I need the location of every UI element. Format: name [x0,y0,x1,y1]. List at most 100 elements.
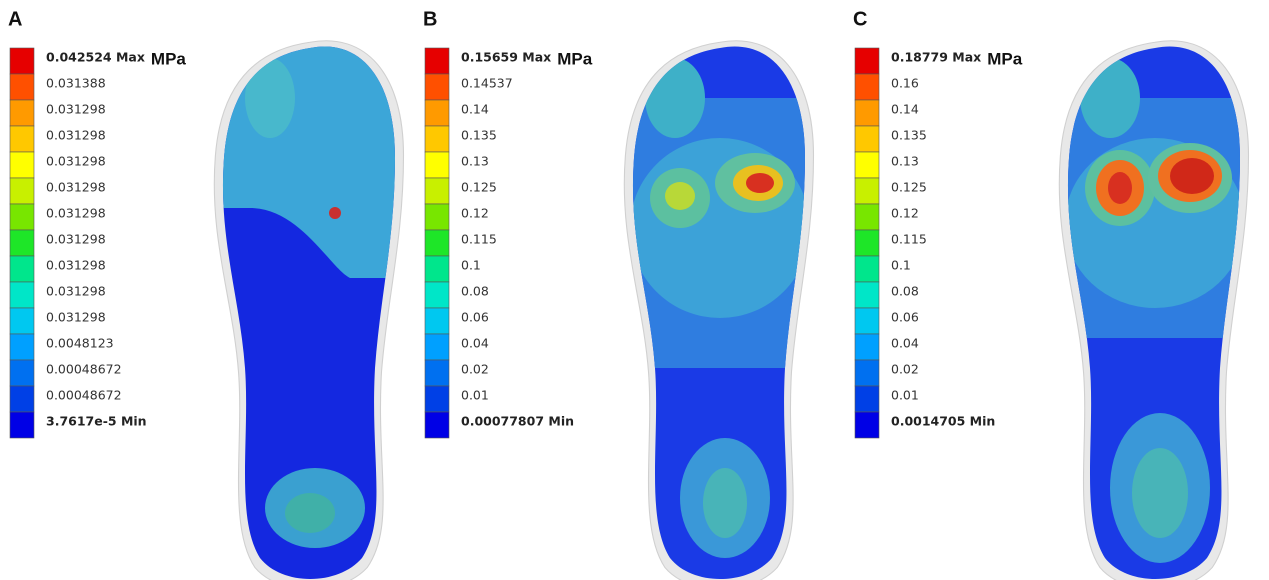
legend-label: 0.135 [461,128,497,143]
legend-swatch [855,100,879,126]
legend-swatch [425,100,449,126]
legend-label: 0.18779 Max [891,50,981,65]
legend-label: 0.02 [461,362,489,377]
legend-swatch [10,126,34,152]
legend-swatch [425,412,449,438]
legend-swatch [425,282,449,308]
figure: A 0.042524 Max 0.031388 0.031298 0.031298 0.0… [0,0,1269,580]
legend-swatch [10,386,34,412]
legend-swatch [855,48,879,74]
legend-swatch [425,360,449,386]
legend-label: 0.031298 [46,180,106,195]
unit-label: MPa [557,49,593,68]
legend-label: 0.08 [461,284,489,299]
legend-label: 0.06 [891,310,919,325]
legend-label: 0.042524 Max [46,50,145,65]
legend-label: 0.14537 [461,76,513,91]
legend-label: 0.04 [891,336,919,351]
legend-swatch [855,334,879,360]
legend-swatch [425,256,449,282]
legend-label: 0.0014705 Min [891,414,995,429]
legends: A 0.042524 Max 0.031388 0.031298 0.031298 0.0… [8,8,1023,438]
legend-label: 0.13 [891,154,919,169]
legend-label: 0.12 [461,206,489,221]
legend-label: 0.1 [891,258,911,273]
legend-swatch [855,204,879,230]
legend-label: 0.031298 [46,284,106,299]
foot-model-c [1055,41,1255,580]
legend-swatch [855,230,879,256]
legend-label: 0.00048672 [46,388,122,403]
legend-swatch [10,230,34,256]
legend-swatch [10,308,34,334]
legend-swatch [10,204,34,230]
legend-label: 0.115 [891,232,927,247]
legend-swatch [10,178,34,204]
legend-swatch [855,412,879,438]
legend-swatch [10,48,34,74]
legend-label: 0.115 [461,232,497,247]
legend-swatch [10,256,34,282]
legend-label: 0.0048123 [46,336,114,351]
unit-label: MPa [151,49,187,68]
legend-label: 0.031388 [46,76,106,91]
legend-swatch [855,282,879,308]
legend-swatch [10,100,34,126]
legend-label: 0.031298 [46,102,106,117]
legend-swatch [10,360,34,386]
legend-swatch [10,412,34,438]
legend-swatch [425,334,449,360]
panel-label: C [853,8,867,30]
legend-label: 0.1 [461,258,481,273]
legend-label: 0.01 [461,388,489,403]
foot-model-a [210,38,410,580]
legend-swatch [10,282,34,308]
legend-label: 0.031298 [46,154,106,169]
legend-label: 3.7617e-5 Min [46,414,147,429]
legend-swatch [425,386,449,412]
panel-label: B [423,8,437,30]
legend-swatch [425,74,449,100]
legend-swatch [425,204,449,230]
legend-swatch [425,230,449,256]
legend-label: 0.031298 [46,128,106,143]
legend-swatch [425,178,449,204]
legend-label: 0.00077807 Min [461,414,574,429]
legend-label: 0.13 [461,154,489,169]
legend-label: 0.01 [891,388,919,403]
legend-label: 0.125 [891,180,927,195]
legend-swatch [855,256,879,282]
foot-model-b [620,41,820,580]
legend-swatch [855,178,879,204]
legend-swatch [10,334,34,360]
legend-swatch [855,360,879,386]
legend-label: 0.12 [891,206,919,221]
legend-label: 0.16 [891,76,919,91]
legend-swatch [855,308,879,334]
legend-swatch [855,74,879,100]
legend-label: 0.02 [891,362,919,377]
legend-swatch [425,126,449,152]
legend-swatch [10,152,34,178]
legend-label: 0.15659 Max [461,50,551,65]
legend-label: 0.135 [891,128,927,143]
legend-swatch [425,48,449,74]
legend-swatch [855,152,879,178]
legend-swatch [10,74,34,100]
legend-label: 0.14 [891,102,919,117]
panel-label: A [8,8,22,30]
legend-label: 0.08 [891,284,919,299]
legend-label: 0.14 [461,102,489,117]
legend-label: 0.125 [461,180,497,195]
legend-swatch [425,152,449,178]
legend-label: 0.031298 [46,206,106,221]
legend-swatch [855,126,879,152]
unit-label: MPa [987,49,1023,68]
legend-label: 0.00048672 [46,362,122,377]
legend-label: 0.031298 [46,258,106,273]
legend-label: 0.031298 [46,232,106,247]
legend-label: 0.06 [461,310,489,325]
legend-label: 0.031298 [46,310,106,325]
legend-swatch [425,308,449,334]
legend-swatch [855,386,879,412]
